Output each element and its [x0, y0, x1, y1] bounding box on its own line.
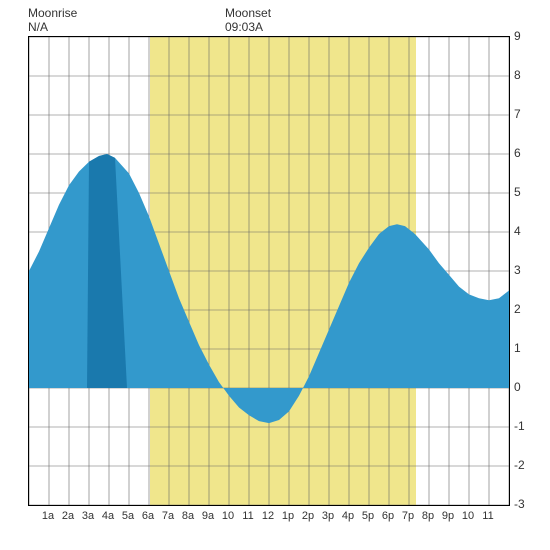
y-tick-label: 1: [514, 341, 534, 355]
x-tick-label: 8p: [422, 510, 434, 522]
x-tick-label: 8a: [182, 510, 194, 522]
y-tick-label: 3: [514, 263, 534, 277]
x-tick-label: 7p: [402, 510, 414, 522]
x-tick-label: 1p: [282, 510, 294, 522]
y-tick-label: 7: [514, 107, 534, 121]
x-tick-label: 6a: [142, 510, 154, 522]
y-tick-label: -2: [514, 458, 534, 472]
x-tick-label: 11: [482, 510, 493, 522]
x-tick-label: 5p: [362, 510, 374, 522]
x-tick-label: 5a: [122, 510, 134, 522]
y-tick-label: 0: [514, 380, 534, 394]
x-tick-label: 4a: [102, 510, 114, 522]
y-tick-label: 8: [514, 68, 534, 82]
y-tick-label: 9: [514, 29, 534, 43]
moonrise-label: Moonrise: [28, 6, 77, 20]
x-tick-label: 10: [222, 510, 234, 522]
y-tick-label: 2: [514, 302, 534, 316]
x-tick-label: 12: [262, 510, 274, 522]
x-tick-label: 3p: [322, 510, 334, 522]
x-tick-label: 1a: [42, 510, 54, 522]
x-tick-label: 4p: [342, 510, 354, 522]
x-tick-label: 3a: [82, 510, 94, 522]
x-tick-label: 7a: [162, 510, 174, 522]
moonrise-value: N/A: [28, 20, 48, 34]
y-tick-label: -1: [514, 419, 534, 433]
moonset-value: 09:03A: [225, 20, 263, 34]
x-tick-label: 10: [462, 510, 474, 522]
x-tick-label: 2p: [302, 510, 314, 522]
tide-chart-plot: [28, 36, 510, 506]
y-tick-label: 4: [514, 224, 534, 238]
moonset-label: Moonset: [225, 6, 271, 20]
y-tick-label: -3: [514, 497, 534, 511]
y-tick-label: 6: [514, 146, 534, 160]
x-tick-label: 9p: [442, 510, 454, 522]
x-tick-label: 11: [242, 510, 253, 522]
tide-chart-container: Moonrise N/A Moonset 09:03A -3-2-1012345…: [0, 0, 550, 550]
x-tick-label: 6p: [382, 510, 394, 522]
x-tick-label: 9a: [202, 510, 214, 522]
y-tick-label: 5: [514, 185, 534, 199]
x-tick-label: 2a: [62, 510, 74, 522]
